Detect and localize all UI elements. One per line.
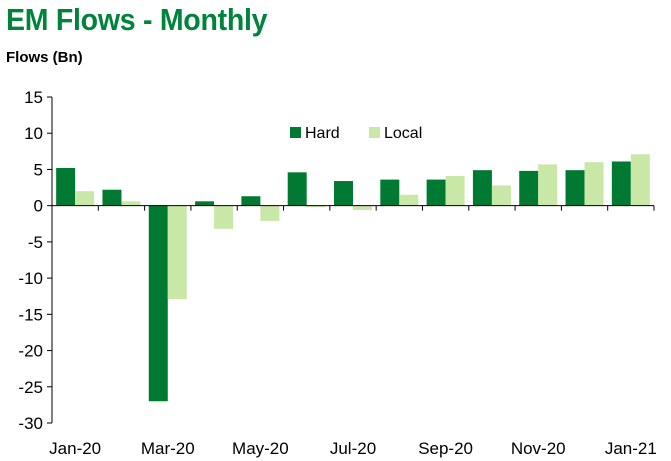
legend: Hard Local [290,125,422,142]
y-tick-label: -20 [18,342,43,361]
bar-hard-dec-20 [565,170,585,206]
bar-local-feb-20 [121,201,141,206]
bar-hard-jan-21 [611,161,631,206]
bar-local-jan-21 [630,154,650,206]
y-tick-label: -5 [28,233,43,252]
y-tick-label: 10 [24,124,43,143]
y-axis-label: Flows (Bn) [6,49,83,66]
bar-local-jun-20 [306,205,326,208]
bar-local-nov-20 [538,164,558,206]
bar-hard-nov-20 [519,170,539,206]
x-tick-label: May-20 [232,439,289,458]
chart-title: EM Flows - Monthly [6,2,268,37]
bar-local-apr-20 [214,205,234,229]
bar-hard-sep-20 [426,179,446,206]
y-tick-label: -25 [18,378,43,397]
y-tick-label: -15 [18,305,43,324]
bar-hard-jun-20 [287,172,307,206]
bar-local-may-20 [260,205,280,221]
y-tick-label: 0 [34,197,43,216]
bar-hard-aug-20 [380,179,400,206]
y-tick-label: 5 [34,160,43,179]
bar-local-jul-20 [353,205,372,211]
x-tick-label: Jan-21 [605,439,657,458]
y-tick-label: 15 [24,88,43,107]
legend-swatch-local [369,127,380,138]
bar-local-oct-20 [491,185,511,206]
bar-local-dec-20 [584,162,604,206]
bars-layer [56,154,650,402]
bar-hard-mar-20 [148,205,168,402]
legend-swatch-hard [290,127,301,138]
bar-local-mar-20 [167,205,187,300]
x-tick-label: Jan-20 [49,439,101,458]
x-tick-label: Mar-20 [141,439,195,458]
bar-local-jan-20 [75,191,95,206]
bar-hard-apr-20 [195,201,215,206]
legend-label-local: Local [384,125,422,142]
axes-layer: 15 10 5 0 -5 -10 -15 -20 -25 -30 Jan-20 Mar-20 May-2… [18,88,656,458]
bar-local-aug-20 [399,194,419,206]
bar-hard-oct-20 [472,170,492,206]
bar-hard-jan-20 [56,168,76,206]
x-tick-label: Nov-20 [511,439,566,458]
x-tick-label: Jul-20 [330,439,376,458]
y-tick-label: -10 [18,269,43,288]
bar-hard-jul-20 [334,181,353,206]
bar-local-sep-20 [445,175,465,206]
bar-hard-feb-20 [102,189,122,206]
x-tick-label: Sep-20 [418,439,473,458]
bar-hard-may-20 [241,196,261,206]
legend-label-hard: Hard [305,125,340,142]
y-tick-label: -30 [18,414,43,433]
